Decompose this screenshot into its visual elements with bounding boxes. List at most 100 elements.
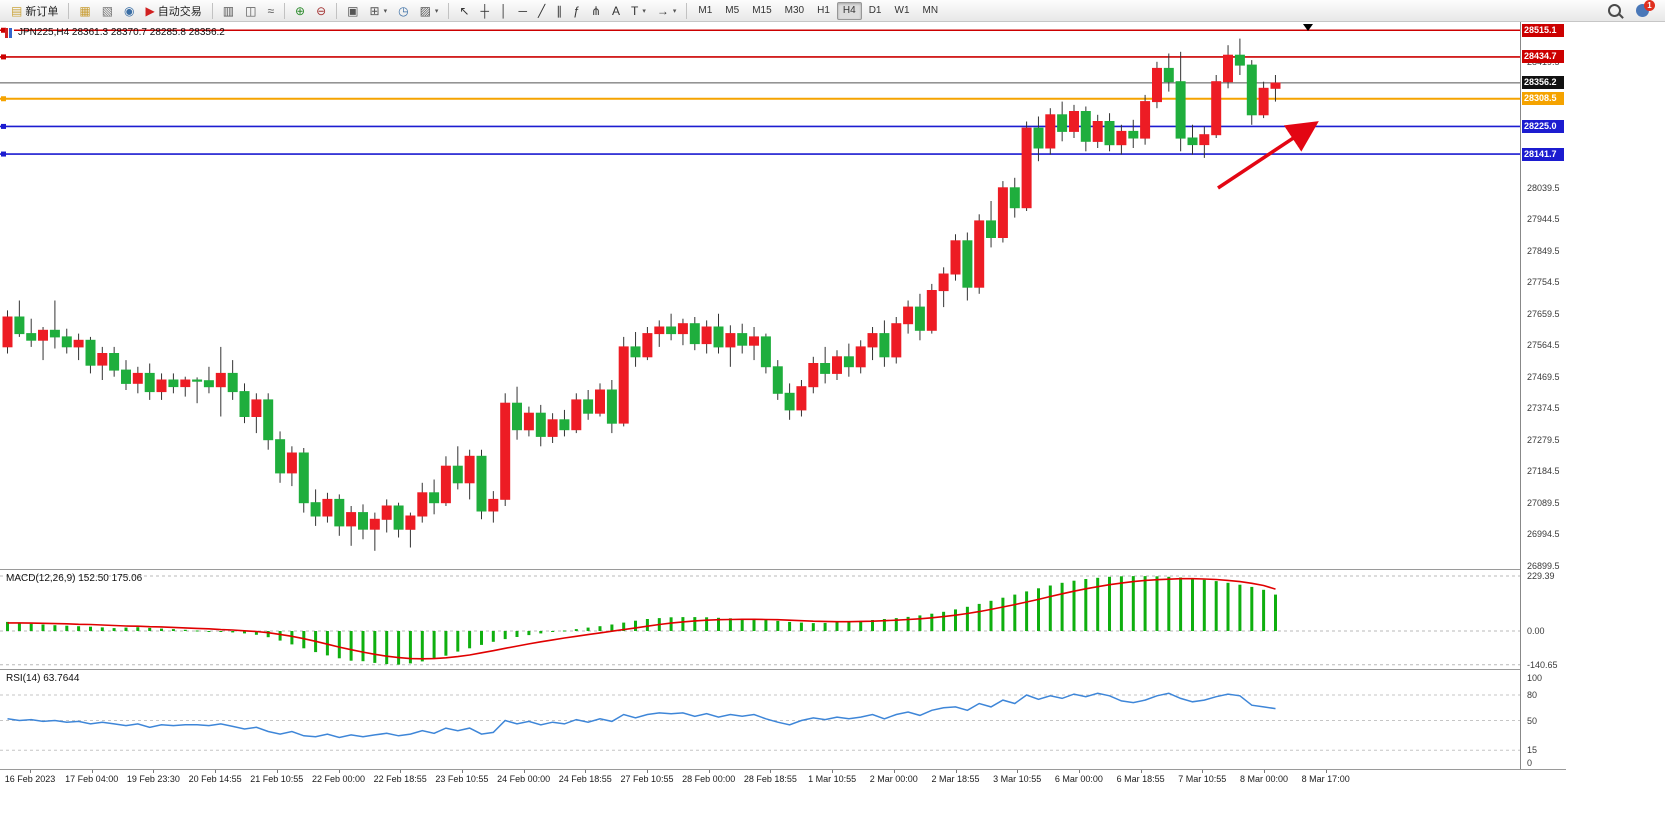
new-chart-button[interactable]: ⊞ ▾ [365, 2, 393, 20]
notification-icon[interactable]: 1 [1636, 0, 1655, 17]
price-gridline-label: 27374.5 [1527, 403, 1560, 414]
time-axis-tick [1202, 770, 1204, 773]
line-chart-type-button[interactable]: ≈ [262, 2, 279, 20]
time-axis-tick [400, 770, 402, 773]
price-gridline-label: 26994.5 [1527, 529, 1560, 540]
arrow-tools-dropdown-icon[interactable]: ▾ [672, 7, 677, 15]
timeframe-H1-button[interactable]: H1 [811, 2, 836, 20]
panel-separator[interactable] [0, 669, 1566, 670]
zoom-out-button[interactable]: ⊖ [311, 2, 331, 20]
date-label: 21 Feb 10:55 [250, 774, 304, 784]
timeframe-W1-button[interactable]: W1 [889, 2, 916, 20]
rsi-scale-label: 15 [1527, 745, 1538, 756]
time-axis[interactable]: 16 Feb 2023 17 Feb 04:00 19 Feb 23:30 20 Fe… [0, 770, 1566, 790]
zoom-in-button[interactable]: ⊕ [290, 2, 310, 20]
toolbar-separator [686, 2, 688, 19]
autoscroll-button[interactable]: ◷ [393, 2, 413, 20]
time-axis-tick [153, 770, 155, 773]
bar-chart-type-button[interactable]: ▥ [218, 2, 239, 20]
rsi-scale-label: 0 [1527, 758, 1533, 768]
new-chart-dropdown-icon[interactable]: ▾ [383, 7, 388, 15]
macd-scale-label: 229.39 [1527, 571, 1555, 581]
timeframe-D1-button[interactable]: D1 [863, 2, 888, 20]
time-axis-tick [461, 770, 463, 773]
vertical-line-icon: │ [500, 3, 508, 18]
tile-windows-icon: ▣ [347, 3, 359, 18]
macd-scale-label: -140.65 [1527, 659, 1558, 670]
time-axis-tick [215, 770, 217, 773]
toolbar: ▤ 新订单 ▦ ▧ ◉ ▶ 自动交易 ▥ ◫ ≈ ⊕ ⊖ ▣ ⊞ ▾ ◷ ▨ ▾ ↖ ┼ │ ─ ╱ ∥ ƒ ⋔ A… [0, 0, 1665, 22]
date-label: 22 Feb 18:55 [373, 774, 427, 784]
date-label: 7 Mar 10:55 [1178, 774, 1227, 784]
candlestick-chart-type-button[interactable]: ◫ [240, 2, 261, 20]
time-axis-tick [647, 770, 648, 773]
templates-dropdown-icon[interactable]: ▾ [434, 7, 439, 15]
price-gridline-label: 27659.5 [1527, 308, 1560, 319]
timeframe-MN-button[interactable]: MN [917, 2, 945, 20]
price-gridline-label: 27944.5 [1527, 214, 1560, 225]
trendline-icon: ╱ [538, 3, 546, 18]
tile-windows-button[interactable]: ▣ [342, 2, 363, 20]
fibonacci-button[interactable]: ƒ [568, 2, 585, 20]
channel-button[interactable]: ∥ [551, 2, 567, 20]
timeframe-M30-button[interactable]: M30 [779, 2, 810, 20]
new-order-button[interactable]: ▤ 新订单 [6, 2, 63, 20]
toolbar-separator [211, 2, 213, 19]
cursor-button[interactable]: ↖ [454, 2, 474, 20]
date-label: 28 Feb 18:55 [743, 774, 797, 784]
price-gridline-label: 27849.5 [1527, 245, 1560, 256]
pitchfork-button[interactable]: ⋔ [586, 2, 606, 20]
arrow-tools-button[interactable]: → ▾ [652, 2, 682, 20]
label-button[interactable]: T ▾ [626, 2, 651, 20]
search-icon[interactable] [1608, 4, 1621, 17]
horizontal-line-icon: ─ [518, 3, 528, 18]
time-axis-tick [91, 770, 93, 773]
new-order-label: 新订单 [25, 5, 59, 18]
autotrading-button[interactable]: ▶ 自动交易 [141, 2, 207, 20]
rsi-scale-label: 50 [1527, 715, 1538, 726]
hline-price-label: 28515.1 [1522, 23, 1564, 37]
templates-button[interactable]: ▨ ▾ [415, 2, 444, 20]
panel-separator[interactable] [0, 569, 1566, 570]
toolbar-group-windows: ▣ ⊞ ▾ ◷ ▨ ▾ [342, 2, 443, 20]
date-label: 2 Mar 18:55 [931, 774, 980, 784]
trendline-button[interactable]: ╱ [533, 2, 550, 20]
timeframe-H4-button[interactable]: H4 [836, 1, 862, 20]
channel-icon: ∥ [556, 3, 563, 18]
timeframe-M1-button[interactable]: M1 [692, 2, 718, 20]
time-axis-tick [1017, 770, 1019, 773]
time-axis-tick [708, 770, 710, 773]
date-label: 19 Feb 23:30 [126, 774, 180, 784]
price-gridline-label: 27564.5 [1527, 340, 1560, 351]
market-watch-icon: ▧ [101, 3, 114, 18]
timeframe-M5-button[interactable]: M5 [719, 2, 745, 20]
date-label: 17 Feb 04:00 [65, 774, 119, 784]
price-axis[interactable]: 28419.528039.527944.527849.527754.527659… [1520, 22, 1567, 769]
date-label: 1 Mar 10:55 [808, 774, 857, 784]
price-gridline-label: 27279.5 [1527, 434, 1560, 445]
hline-price-label: 28434.7 [1522, 50, 1564, 64]
time-axis-tick [523, 770, 525, 773]
chart-symbol-icon [5, 27, 14, 38]
price-chart[interactable] [0, 22, 1520, 569]
macd-panel[interactable] [0, 570, 1520, 669]
crosshair-button[interactable]: ┼ [475, 2, 494, 20]
symbol-ohlc-label: JPN225,H4 28361.3 28370.7 28285.8 28356.… [5, 27, 225, 38]
candlestick-chart-type-icon: ◫ [245, 3, 257, 18]
navigator-button[interactable]: ◉ [119, 2, 139, 20]
hline-price-label: 28308.5 [1522, 92, 1564, 106]
market-watch-button[interactable]: ▧ [97, 2, 118, 20]
label-dropdown-icon[interactable]: ▾ [642, 7, 646, 15]
price-gridline-label: 26899.5 [1527, 560, 1560, 571]
date-label: 23 Feb 10:55 [435, 774, 489, 784]
time-axis-tick [955, 770, 957, 773]
date-label: 6 Mar 00:00 [1054, 774, 1103, 784]
horizontal-line-button[interactable]: ─ [514, 2, 533, 20]
new-chart-icon: ⊞ [369, 3, 380, 18]
timeframe-M15-button[interactable]: M15 [746, 2, 777, 20]
text-button[interactable]: A [607, 2, 625, 20]
zoom-in-icon: ⊕ [295, 3, 306, 18]
vertical-line-button[interactable]: │ [495, 2, 513, 20]
rsi-panel[interactable] [0, 670, 1520, 769]
charts-profile-button[interactable]: ▦ [74, 2, 95, 20]
